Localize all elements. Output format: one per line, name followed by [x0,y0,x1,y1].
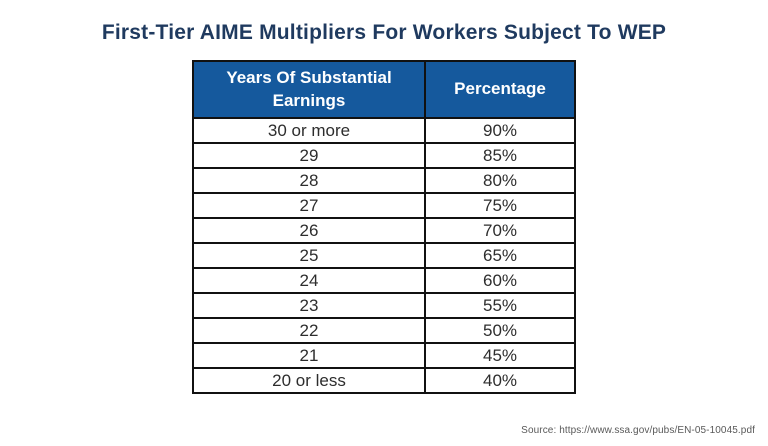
percentage-cell: 85% [424,142,576,170]
page: First-Tier AIME Multipliers For Workers … [0,20,768,436]
percentage-column-header: Percentage [424,60,576,120]
years-cell: 21 [192,342,426,370]
percentage-cell: 60% [424,267,576,295]
percentage-cell: 75% [424,192,576,220]
years-column-header: Years Of Substantial Earnings [192,60,426,120]
years-cell: 23 [192,292,426,320]
percentage-cell: 70% [424,217,576,245]
percentage-cell: 65% [424,242,576,270]
percentage-cell: 45% [424,342,576,370]
table-row: 26 70% [192,217,576,245]
years-cell: 20 or less [192,367,426,395]
wep-multiplier-table: Years Of Substantial Earnings Percentage… [192,60,576,395]
table-row: 27 75% [192,192,576,220]
table-row: 20 or less 40% [192,367,576,395]
percentage-cell: 80% [424,167,576,195]
percentage-cell: 90% [424,117,576,145]
years-cell: 26 [192,217,426,245]
table-row: 25 65% [192,242,576,270]
percentage-cell: 55% [424,292,576,320]
years-cell: 28 [192,167,426,195]
years-cell: 25 [192,242,426,270]
table-row: 30 or more 90% [192,117,576,145]
percentage-cell: 40% [424,367,576,395]
years-cell: 24 [192,267,426,295]
years-cell: 27 [192,192,426,220]
table-row: 22 50% [192,317,576,345]
years-cell: 29 [192,142,426,170]
table-row: 28 80% [192,167,576,195]
years-cell: 22 [192,317,426,345]
table-row: 24 60% [192,267,576,295]
percentage-cell: 50% [424,317,576,345]
table-header-row: Years Of Substantial Earnings Percentage [192,60,576,120]
table-row: 23 55% [192,292,576,320]
table-row: 29 85% [192,142,576,170]
source-citation: Source: https://www.ssa.gov/pubs/EN-05-1… [521,425,755,436]
years-cell: 30 or more [192,117,426,145]
page-title: First-Tier AIME Multipliers For Workers … [101,21,667,44]
table-row: 21 45% [192,342,576,370]
